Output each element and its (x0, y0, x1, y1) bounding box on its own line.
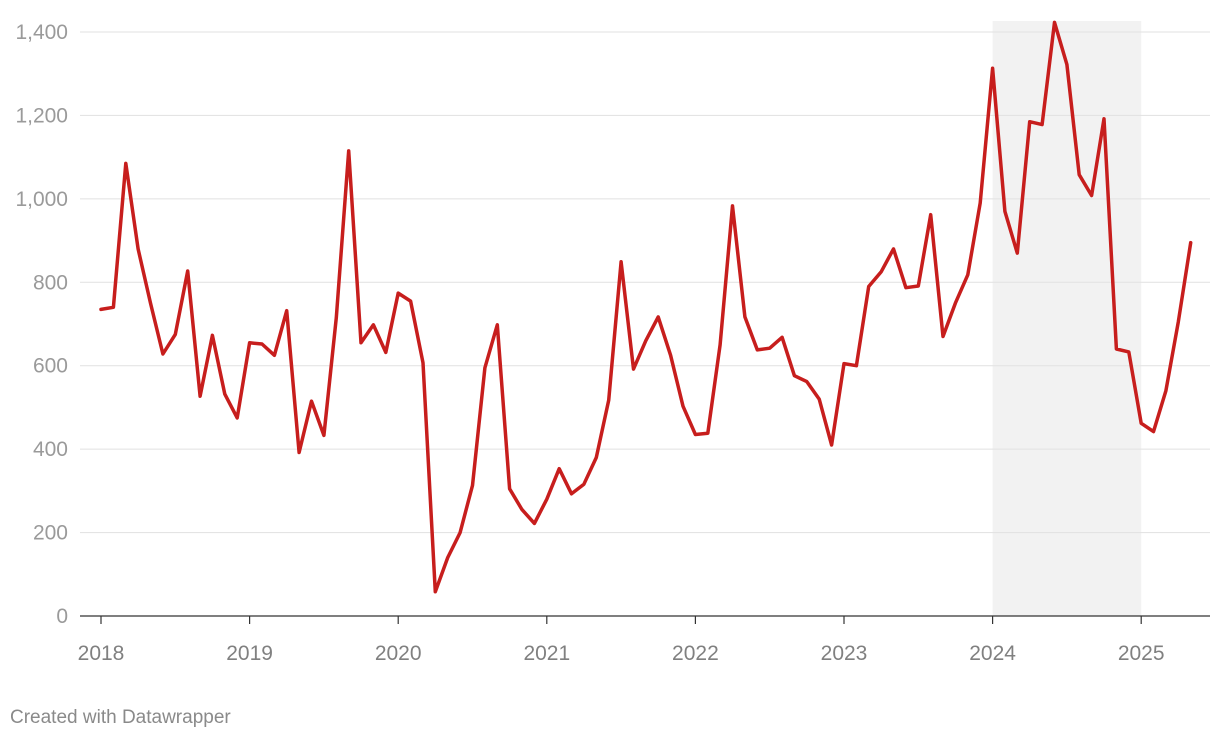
x-tick-label: 2022 (672, 642, 719, 665)
y-tick-label: 0 (56, 605, 68, 628)
y-tick-label: 1,200 (15, 104, 68, 127)
y-tick-label: 600 (33, 355, 68, 378)
y-tick-label: 800 (33, 271, 68, 294)
x-tick-label: 2018 (78, 642, 125, 665)
y-axis-tick-labels: 0 200 400 600 800 1,000 1,200 1,400 (15, 21, 68, 628)
x-tick-label: 2025 (1118, 642, 1165, 665)
highlight-band (992, 21, 1142, 616)
y-tick-label: 1,000 (15, 188, 68, 211)
x-tick-label: 2020 (375, 642, 422, 665)
y-tick-label: 400 (33, 438, 68, 461)
datawrapper-credit: Created with Datawrapper (10, 707, 231, 728)
series-layer (99, 20, 1193, 594)
gridlines (80, 31, 1210, 534)
y-tick-label: 200 (33, 522, 68, 545)
x-tick-label: 2023 (821, 642, 868, 665)
line-chart: 0 200 400 600 800 1,000 1,200 1,400 2018 2019 202… (15, 20, 1210, 665)
x-tick-label: 2024 (969, 642, 1016, 665)
series-line-value (99, 20, 1193, 594)
x-axis: 2018 2019 2020 2021 2022 2023 2024 2025 (78, 615, 1210, 665)
highlight-band-layer (992, 21, 1142, 616)
y-tick-label: 1,400 (15, 21, 68, 44)
x-tick-label: 2021 (523, 642, 570, 665)
x-tick-label: 2019 (226, 642, 273, 665)
